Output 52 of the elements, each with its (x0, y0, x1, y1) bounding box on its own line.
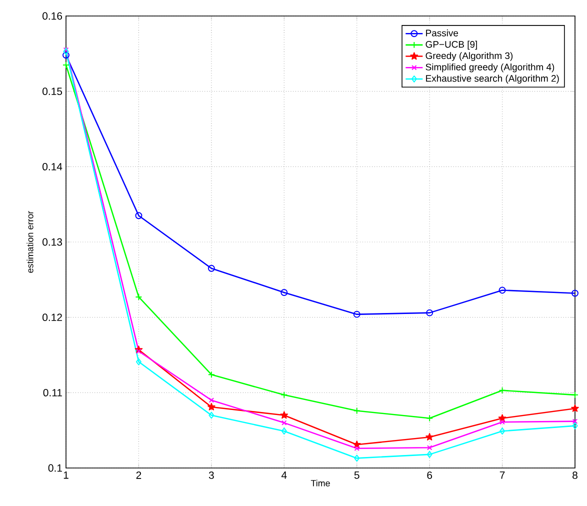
point (136, 358, 142, 366)
point (426, 450, 432, 458)
x-tick-label: 2 (136, 472, 142, 479)
point (208, 371, 215, 378)
point (498, 414, 506, 422)
point (208, 264, 215, 272)
legend-label: Exhaustive search (Algorithm 2) (426, 74, 559, 84)
point (571, 404, 579, 412)
x-tick-label: 7 (500, 472, 505, 479)
point (282, 420, 287, 426)
point (352, 440, 361, 448)
y-tick-label: 0.16 (42, 12, 62, 20)
y-tick-label: 0.11 (43, 388, 62, 396)
legend-label: GP−UCB [9] (426, 40, 477, 50)
x-tick-label: 3 (208, 472, 214, 479)
point (426, 414, 434, 422)
y-tick-label: 0.1 (48, 464, 62, 472)
point (354, 446, 360, 452)
point (500, 428, 506, 435)
x-tick-label: 1 (64, 472, 68, 479)
legend-label: Greedy (Algorithm 3) (426, 52, 513, 61)
x-tick-label: 4 (281, 472, 287, 479)
point (498, 386, 506, 394)
y-tick-label: 0.13 (42, 238, 62, 246)
point (280, 391, 288, 398)
point (281, 428, 287, 435)
point (280, 411, 288, 419)
point (135, 212, 142, 220)
point (353, 310, 360, 318)
point (426, 445, 432, 450)
x-tick-label: 6 (427, 472, 432, 479)
y-tick-label: 0.15 (42, 88, 62, 96)
x-axis-title: Time (310, 480, 330, 486)
point (426, 433, 434, 441)
point (208, 412, 214, 419)
x-tick-label: 5 (354, 472, 360, 479)
legend-label: Simplified greedy (Algorithm 4) (426, 63, 554, 72)
point (353, 407, 360, 414)
legend-label: Passive (426, 29, 458, 36)
point (498, 286, 506, 294)
x-tick-label: 8 (572, 472, 578, 479)
point (354, 454, 360, 462)
point (135, 294, 142, 300)
point (208, 402, 216, 410)
y-tick-label: 0.14 (42, 162, 62, 170)
point (426, 309, 434, 316)
point (208, 398, 214, 403)
point (136, 348, 142, 354)
y-tick-label: 0.12 (42, 314, 62, 322)
y-axis-title: estimation error (26, 211, 34, 273)
point (500, 419, 505, 425)
point (280, 288, 288, 296)
